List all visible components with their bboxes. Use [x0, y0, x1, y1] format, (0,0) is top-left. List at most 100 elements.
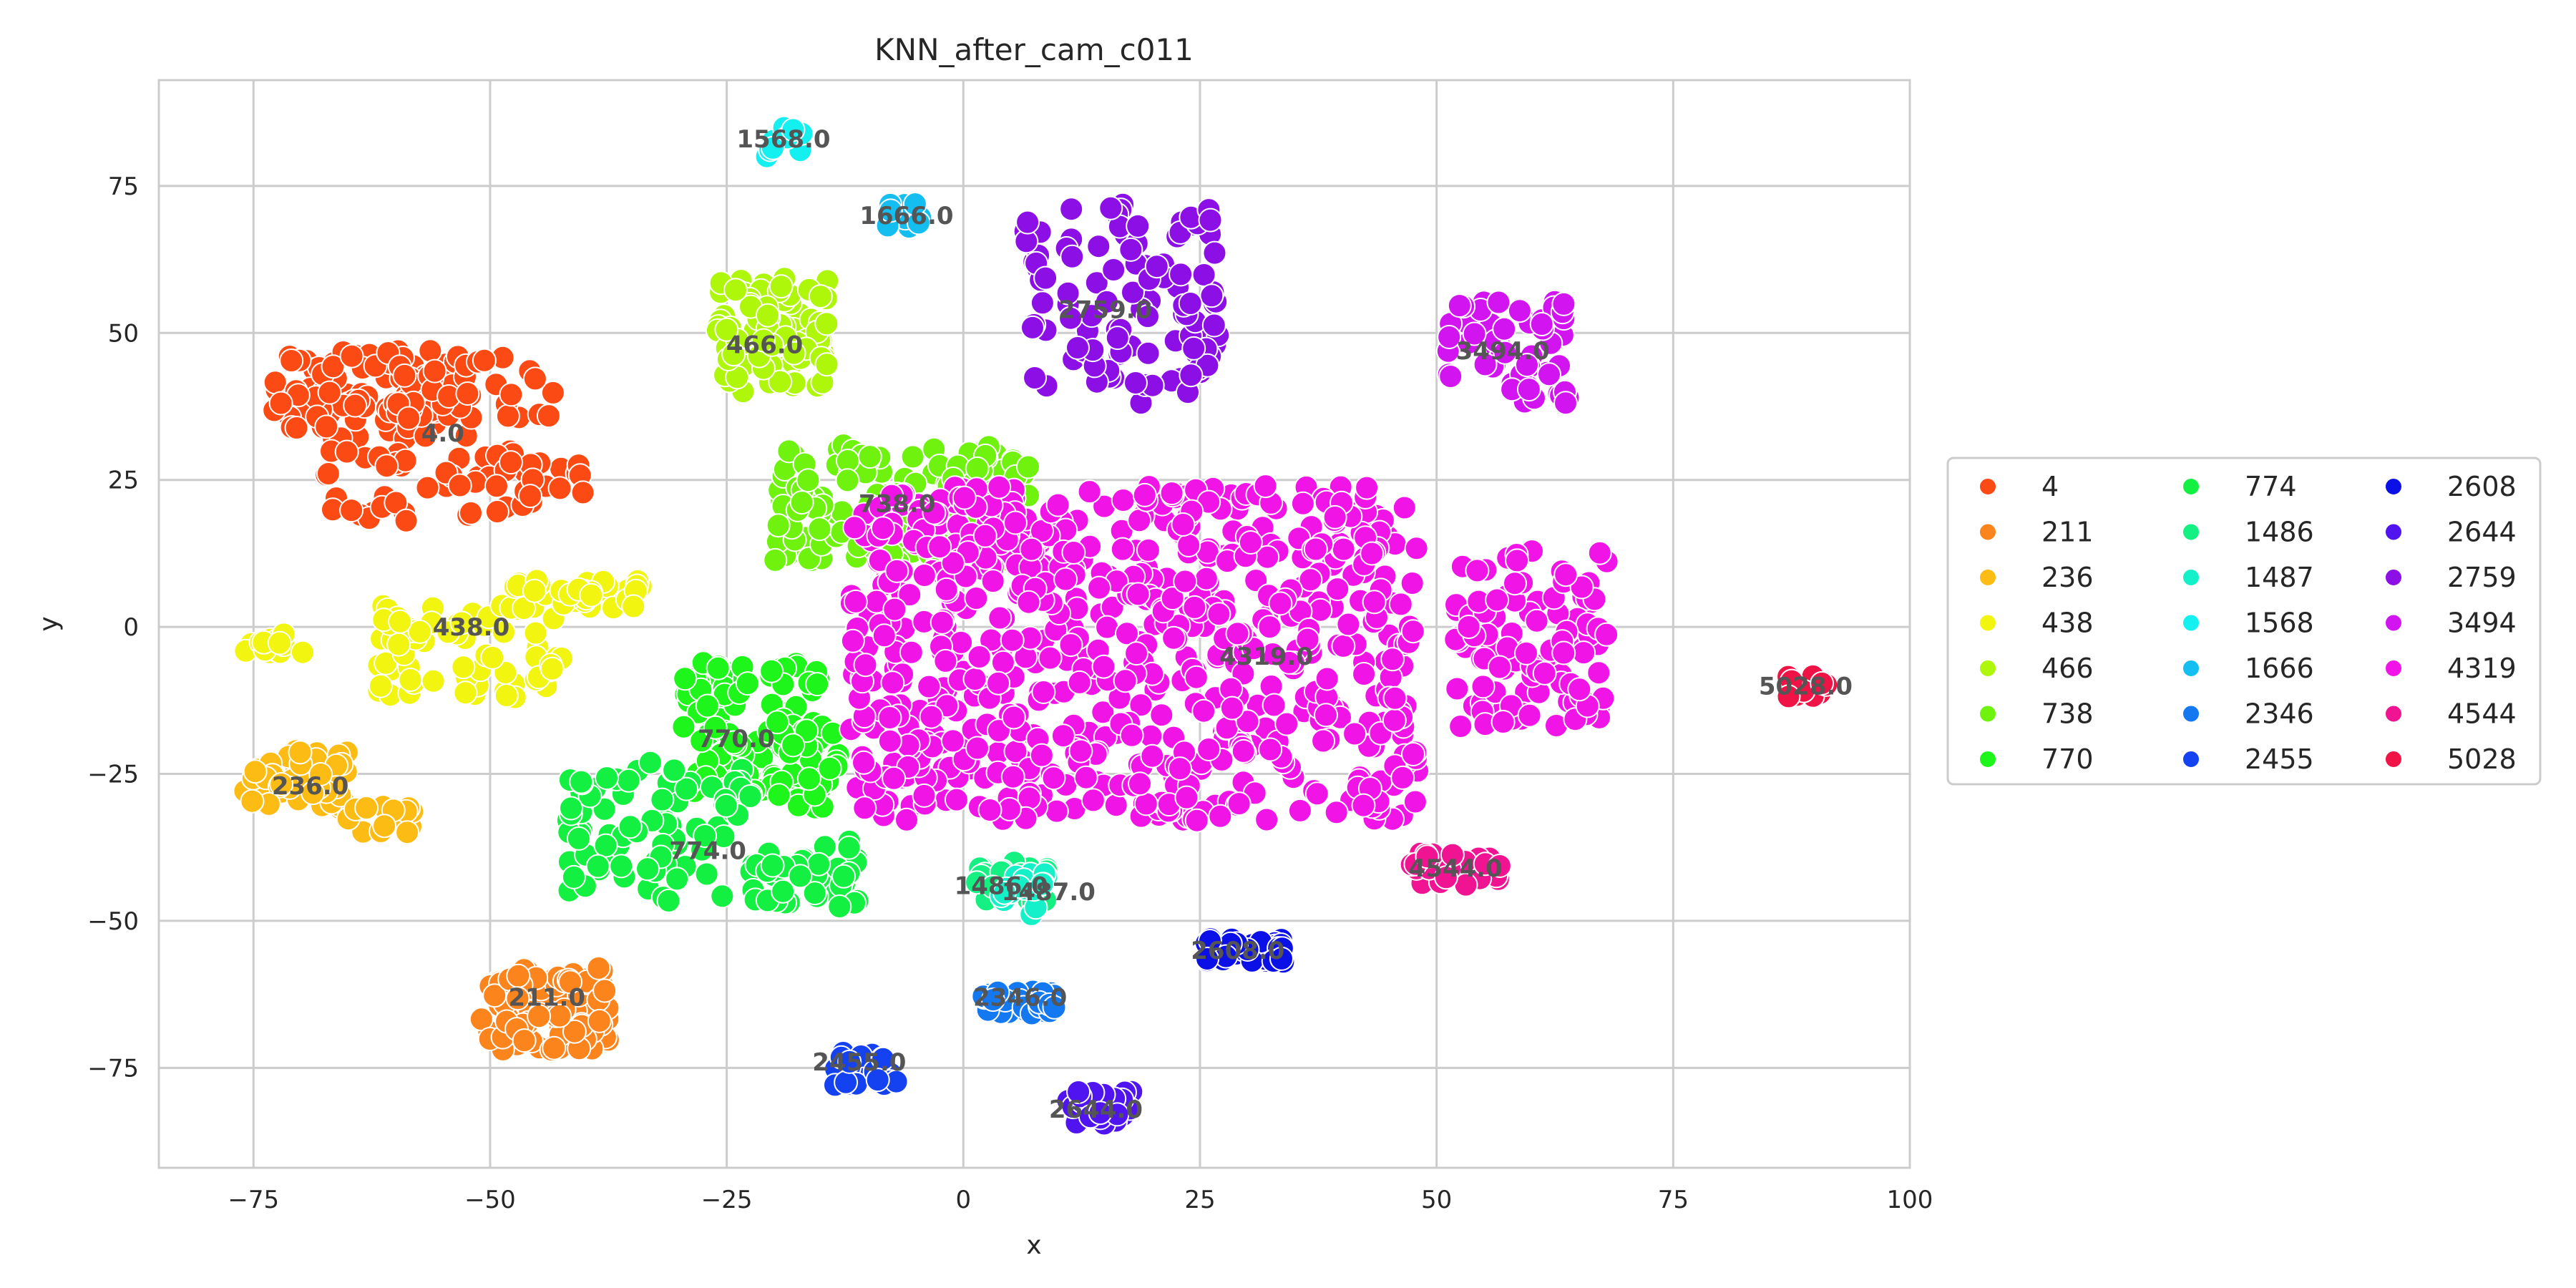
data-point [1404, 536, 1429, 561]
data-point [771, 879, 796, 904]
data-point [1084, 270, 1109, 296]
data-point [738, 784, 763, 809]
data-point [566, 826, 591, 851]
data-point [1553, 562, 1579, 587]
legend-label: 1568 [2245, 608, 2314, 639]
data-point [1110, 537, 1135, 562]
data-point [1124, 641, 1149, 666]
data-point [618, 814, 643, 839]
data-point [940, 728, 965, 753]
data-point [243, 759, 268, 784]
data-point [1304, 781, 1330, 806]
data-point [1128, 693, 1153, 718]
data-point [781, 117, 806, 142]
data-point [853, 653, 878, 678]
data-point [1115, 621, 1139, 646]
cluster-label: 236.0 [272, 772, 349, 801]
data-point [1094, 289, 1119, 314]
data-point [1390, 765, 1415, 790]
data-point [852, 796, 877, 821]
cluster-label: 211.0 [509, 984, 586, 1013]
cluster-label: 1568.0 [736, 125, 830, 154]
data-point [759, 658, 784, 683]
data-point [334, 439, 359, 464]
data-point [384, 490, 409, 515]
data-point [1178, 291, 1203, 316]
data-point [453, 680, 478, 706]
legend-label: 4544 [2447, 698, 2517, 730]
tick-labels: −75 −50 −25 0 25 50 75 100 −75 −50 −25 0 25 50 75 [87, 172, 1933, 1214]
data-point [789, 490, 814, 515]
data-point [842, 515, 867, 540]
cluster-label: 3494.0 [1456, 337, 1550, 366]
data-point [522, 366, 547, 391]
data-point [765, 710, 790, 735]
data-point [1537, 362, 1561, 387]
data-point [1514, 640, 1538, 665]
legend-label: 236 [2041, 562, 2094, 593]
data-point [882, 597, 907, 622]
data-point [1073, 765, 1098, 790]
cluster-label: 2608.0 [1191, 937, 1284, 965]
data-point [372, 814, 397, 839]
data-point [912, 563, 937, 587]
data-point [1067, 670, 1092, 695]
data-point [1331, 537, 1356, 562]
data-point [314, 414, 339, 439]
data-point [1023, 366, 1048, 390]
data-point [1160, 586, 1185, 611]
data-point [852, 750, 876, 775]
series-438 [233, 568, 653, 710]
data-point [835, 468, 860, 493]
data-point [609, 854, 634, 879]
data-point [1238, 530, 1263, 555]
data-point [1355, 475, 1380, 500]
data-point [917, 674, 942, 699]
data-point [595, 766, 619, 791]
data-point [768, 369, 793, 394]
data-point [395, 820, 420, 845]
legend-marker [2384, 522, 2403, 542]
data-point [902, 192, 927, 217]
data-point [1118, 237, 1143, 262]
legend-marker [1979, 613, 1997, 633]
data-point [518, 484, 542, 509]
data-point [1031, 680, 1056, 704]
data-point [316, 462, 341, 486]
legend-marker [2182, 522, 2200, 542]
series-2608 [1194, 927, 1296, 975]
data-point [879, 483, 904, 508]
data-point [542, 1035, 567, 1060]
data-point [1199, 283, 1224, 308]
data-point [1000, 628, 1025, 653]
legend-label: 211 [2041, 517, 2094, 548]
data-point [561, 864, 586, 889]
data-point [796, 766, 821, 791]
data-point [1088, 1101, 1113, 1126]
data-point [877, 728, 902, 753]
data-point [1226, 791, 1252, 816]
data-point [1491, 710, 1516, 734]
cluster-label: 2759.0 [1058, 296, 1152, 324]
data-point [1126, 213, 1151, 238]
data-point [840, 628, 865, 653]
x-axis-label: x [1026, 1231, 1041, 1260]
data-point [374, 454, 399, 479]
data-point [288, 740, 313, 765]
data-point [1258, 737, 1283, 762]
data-point [671, 714, 696, 739]
data-point [781, 341, 806, 366]
data-point [1091, 654, 1116, 679]
data-point [1516, 377, 1541, 402]
data-point [934, 577, 959, 602]
data-point [944, 787, 969, 812]
data-point [368, 673, 393, 698]
x-tick-label: 75 [1658, 1186, 1689, 1214]
data-point [865, 1068, 890, 1093]
data-point [1269, 946, 1294, 971]
x-tick-label: 50 [1421, 1186, 1452, 1214]
chart-title: KNN_after_cam_c011 [874, 32, 1194, 67]
cluster-label: 4.0 [421, 419, 464, 448]
data-points [233, 115, 1839, 1136]
data-point [1382, 708, 1407, 733]
